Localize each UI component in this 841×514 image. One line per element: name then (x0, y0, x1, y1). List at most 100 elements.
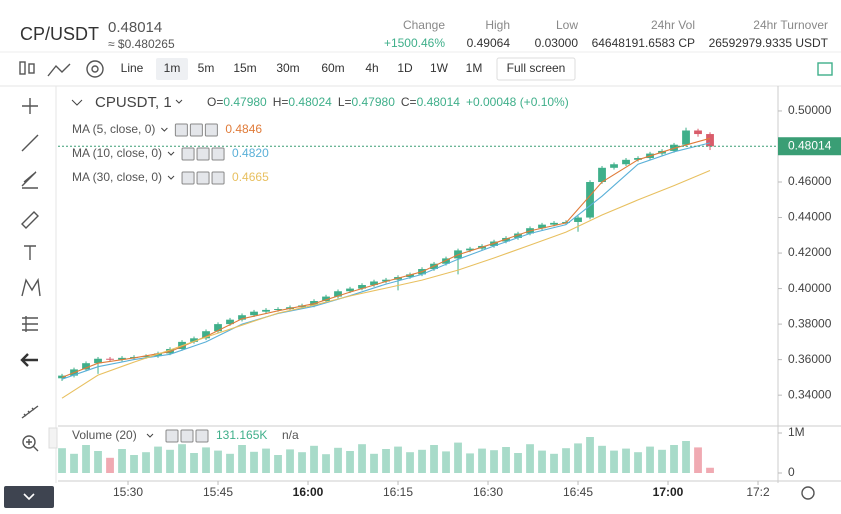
chevron (23, 493, 35, 501)
volume-bar (310, 445, 318, 473)
interval[interactable]: 1W (430, 61, 449, 75)
volume-tick-label: 0 (788, 465, 795, 479)
chart-settings-icon[interactable] (817, 62, 833, 76)
candle-type-icon[interactable] (19, 61, 35, 75)
remove-button[interactable] (211, 171, 225, 185)
ruler-tool[interactable] (21, 405, 39, 419)
candle-body (154, 353, 162, 357)
volume-bar (142, 452, 150, 473)
interval[interactable]: 30m (276, 61, 299, 75)
x-tick-label: 16:15 (383, 485, 413, 499)
settings-icon[interactable] (86, 60, 104, 78)
interval[interactable]: 1m (164, 61, 181, 75)
interval[interactable]: 1M (466, 61, 483, 75)
chevron[interactable] (146, 433, 154, 438)
candle-body (226, 319, 234, 325)
indicator-icon[interactable] (47, 63, 71, 77)
interval[interactable]: Line (121, 61, 144, 75)
candle-body (142, 356, 150, 358)
remove-button[interactable] (195, 429, 209, 443)
interval[interactable]: 15m (233, 61, 256, 75)
collapse-tab[interactable] (48, 427, 58, 449)
candle-body (322, 296, 330, 302)
zoom-plus (26, 439, 39, 452)
volume-bar (166, 449, 174, 473)
volume-bar (130, 455, 138, 473)
interval[interactable]: 5m (198, 61, 215, 75)
y-tick-label: 0.46000 (788, 174, 832, 188)
y-tick-label: 0.42000 (788, 245, 832, 259)
interval[interactable]: 1D (397, 61, 413, 75)
chevron[interactable] (167, 151, 175, 156)
gear-button[interactable] (189, 123, 203, 137)
eye-button[interactable] (181, 147, 195, 161)
volume-bar (262, 448, 270, 473)
gear-button[interactable] (196, 147, 210, 161)
chevron[interactable] (161, 127, 168, 132)
candle-body (358, 285, 366, 289)
candle-body (634, 158, 642, 160)
collapse-button[interactable] (4, 486, 54, 508)
candle-body (550, 222, 558, 225)
gear-button[interactable] (196, 171, 210, 185)
remove-button[interactable] (204, 123, 218, 137)
volume-bar (322, 454, 330, 473)
volume-value: 131.165K (216, 428, 267, 442)
volume-extra: n/a (282, 428, 299, 442)
volume-bar (394, 446, 402, 473)
fullscreen-label[interactable]: Full screen (507, 61, 566, 75)
price: 0.48014 (108, 19, 162, 36)
volume-bar (382, 449, 390, 473)
brush-tool[interactable] (21, 211, 39, 229)
measure-tool[interactable] (22, 316, 38, 332)
volume-bar (250, 451, 258, 473)
volume-bar (694, 447, 702, 473)
candle-body (706, 134, 714, 147)
stat-value: 0.03000 (535, 36, 579, 50)
pair: CP/USDT (20, 24, 99, 44)
candle-body (622, 159, 630, 165)
settings-icon-core (91, 65, 99, 73)
line-tool[interactable] (21, 134, 39, 152)
volume-bar (442, 451, 450, 473)
volume-bar (286, 449, 294, 473)
hide-panel-tool[interactable] (20, 353, 38, 367)
ohlc-value: +0.00048 (+0.10%) (466, 95, 569, 109)
fib-tool[interactable] (21, 171, 38, 189)
volume-bar (502, 447, 510, 473)
interval[interactable]: 60m (321, 61, 344, 75)
collapse-legend[interactable] (71, 99, 83, 106)
chevron[interactable] (167, 175, 175, 180)
ma-value: 0.4665 (232, 170, 269, 184)
stat-value: 0.49064 (467, 36, 511, 50)
crosshair-tool[interactable] (22, 98, 38, 114)
eye-button[interactable] (181, 171, 195, 185)
x-tick-label: 16:30 (473, 485, 503, 499)
chevron[interactable] (175, 99, 183, 104)
x-tick-label: 15:30 (113, 485, 143, 499)
candle-body (466, 248, 474, 251)
candle-body (442, 258, 450, 264)
text-tool[interactable] (24, 245, 36, 260)
volume-bar (274, 455, 282, 473)
eye-button[interactable] (174, 123, 188, 137)
candle-body (214, 324, 222, 332)
volume-bar (526, 444, 534, 473)
remove-button[interactable] (211, 147, 225, 161)
eye-button[interactable] (165, 429, 179, 443)
volume-bar (58, 448, 66, 473)
interval[interactable]: 4h (365, 61, 378, 75)
volume-bar (154, 446, 162, 473)
ohlc-value: 0.48014 (417, 95, 461, 109)
zoom-tool[interactable] (22, 435, 36, 449)
ma-name: MA (30, close, 0) (72, 170, 162, 184)
candle-body (382, 279, 390, 282)
axis-settings[interactable] (801, 486, 815, 500)
drawing-tools (4, 98, 58, 508)
pattern-tool[interactable] (21, 277, 41, 297)
gear-button[interactable] (180, 429, 194, 443)
candle-body (610, 164, 618, 168)
fullscreen-button[interactable] (496, 57, 576, 81)
volume-bar (430, 445, 438, 473)
candle-body (682, 130, 690, 145)
